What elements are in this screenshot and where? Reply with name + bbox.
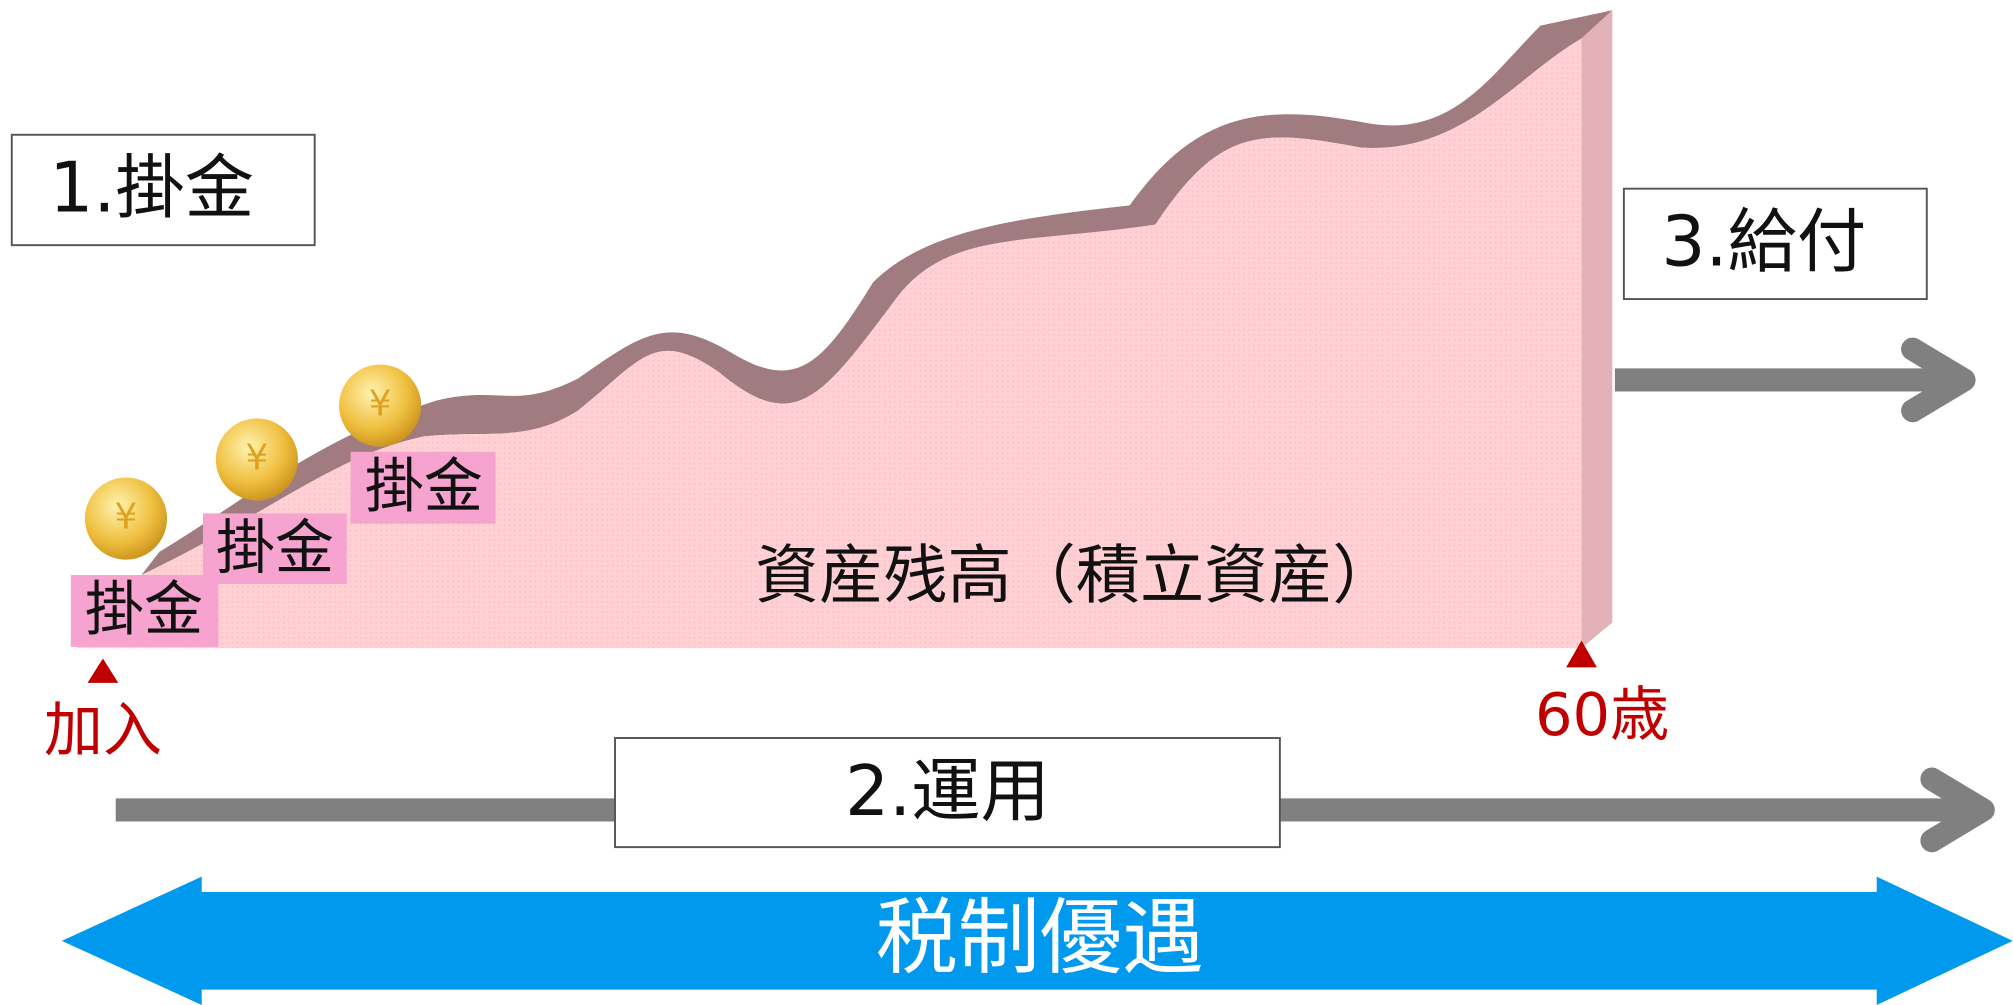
- tag-label: 掛金: [216, 513, 334, 582]
- coins: ¥ ¥ ¥: [84, 364, 422, 560]
- coin: [84, 477, 168, 560]
- tag: [70, 575, 219, 647]
- benefit-arrow: [1614, 337, 1976, 423]
- tag-label: 掛金: [365, 451, 483, 520]
- operation-box: [614, 737, 1281, 849]
- tax-label: 税制優遇: [876, 891, 1205, 986]
- start-label: 加入: [44, 695, 162, 764]
- coin: [339, 364, 422, 447]
- start-marker: [87, 658, 119, 683]
- tag: [203, 513, 347, 585]
- area-label: 資産残高（積立資産）: [755, 539, 1397, 614]
- coin-symbol: ¥: [245, 438, 268, 479]
- coin-symbol: ¥: [369, 384, 392, 425]
- coin-symbol: ¥: [115, 497, 138, 538]
- area-top-band: [141, 10, 1613, 576]
- coin: [215, 418, 298, 501]
- tax-arrow: [61, 876, 2013, 1005]
- area-side: [1581, 10, 1613, 649]
- contribution-box: [10, 133, 316, 247]
- contribution-label: 1.掛金: [49, 149, 254, 229]
- tag-label: 掛金: [85, 575, 203, 644]
- benefit-box: [1622, 187, 1928, 301]
- benefit-label: 3.給付: [1661, 202, 1866, 282]
- tag: [350, 451, 496, 524]
- end-label: 60歳: [1535, 680, 1669, 749]
- end-marker: [1566, 640, 1597, 668]
- operation-label: 2.運用: [845, 752, 1050, 832]
